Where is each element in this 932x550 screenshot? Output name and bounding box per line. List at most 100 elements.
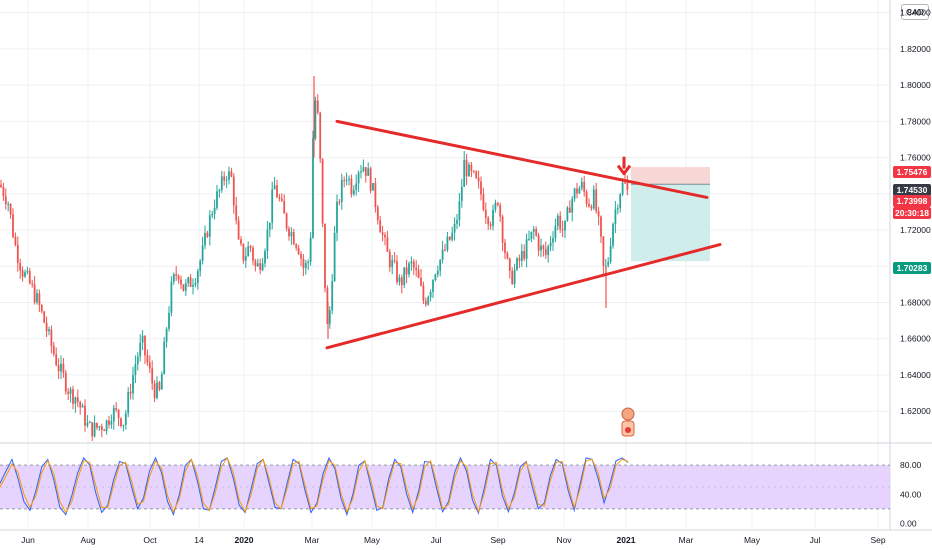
candle-body — [566, 207, 569, 221]
candle-body — [338, 201, 341, 203]
candle-body — [319, 112, 322, 159]
candle-body — [62, 363, 65, 373]
candle-body — [199, 260, 202, 271]
time-tick-label: 14 — [194, 535, 204, 545]
candle-body — [345, 179, 348, 181]
currency-button[interactable]: CAD — [901, 4, 929, 20]
candle-body — [240, 239, 242, 244]
candle-body — [160, 374, 163, 390]
candle-body — [590, 206, 593, 209]
candle-body — [619, 194, 622, 209]
candle-body — [91, 422, 94, 437]
price-tick-label: 1.80000 — [900, 80, 931, 90]
candle-body — [381, 232, 384, 235]
candle-body — [302, 258, 305, 269]
candle-body — [40, 304, 43, 312]
rsi-axis: 80.00 40.00 0.00 — [900, 460, 922, 528]
candle-body — [410, 261, 413, 264]
candle-body — [398, 277, 401, 283]
candle-body — [103, 430, 106, 432]
candle-body — [537, 235, 540, 251]
candle-body — [288, 228, 290, 237]
candle-body — [427, 297, 430, 305]
candle-body — [192, 284, 194, 287]
candle-body — [211, 214, 214, 216]
price-tag — [893, 207, 931, 219]
candle-body — [48, 329, 50, 332]
candle-body — [16, 244, 19, 263]
candle-body — [328, 310, 331, 324]
time-tick-label: Jun — [21, 535, 35, 545]
drawings[interactable] — [325, 119, 722, 350]
candle-body — [249, 246, 252, 248]
candle-body — [93, 422, 96, 437]
time-axis[interactable]: Jun Aug Oct 14 2020 Mar May Jul Sep Nov 2021 Mar May… — [21, 535, 886, 545]
candle-body — [187, 277, 190, 284]
candle-body — [355, 183, 358, 190]
candle-body — [67, 391, 70, 394]
candle-body — [316, 100, 319, 113]
candle-body — [24, 272, 26, 277]
candle-body — [396, 261, 398, 283]
candle-body — [400, 277, 403, 286]
candle-body — [259, 263, 262, 271]
time-tick-label: Aug — [80, 535, 95, 545]
candle-body — [208, 215, 211, 237]
candle-body — [300, 254, 302, 259]
candle-body — [201, 245, 204, 261]
candle-body — [535, 229, 538, 236]
candle-body — [156, 382, 158, 398]
candle-body — [12, 214, 14, 237]
price-tick-label: 1.76000 — [900, 153, 931, 163]
candle-body — [609, 245, 612, 262]
candle-body — [508, 258, 511, 272]
rsi-pane — [0, 456, 890, 517]
time-tick-label: Sep — [490, 535, 505, 545]
price-tick-label: 1.66000 — [900, 334, 931, 344]
candle-body — [223, 176, 226, 181]
price-tag-label: 1.75476 — [897, 167, 928, 177]
candle-body — [100, 426, 103, 431]
take-profit-zone — [631, 184, 710, 262]
candle-body — [367, 168, 370, 176]
candle-body — [242, 243, 245, 261]
candle-body — [55, 354, 58, 366]
time-tick-label: Nov — [556, 535, 572, 545]
candle-body — [204, 232, 206, 246]
candle-body — [96, 422, 98, 428]
candle-body — [501, 216, 504, 243]
time-tick-label: May — [364, 535, 381, 545]
candle-body — [129, 391, 132, 394]
candle-body — [494, 202, 497, 210]
candle-body — [484, 209, 487, 218]
candle-body — [28, 270, 31, 284]
candle-body — [518, 258, 521, 261]
candle-body — [170, 281, 173, 313]
candle-body — [38, 293, 41, 305]
candle-body — [120, 418, 122, 427]
candle-body — [528, 238, 530, 240]
candle-body — [31, 283, 34, 285]
candle-body — [244, 256, 247, 261]
candle-body — [132, 374, 134, 394]
candle-body — [336, 201, 338, 233]
candle-body — [626, 183, 629, 190]
candle-body — [79, 401, 82, 408]
candle-body — [86, 422, 89, 426]
candle-body — [168, 312, 170, 329]
maple-leaf-icon — [625, 427, 631, 433]
candle-body — [532, 229, 535, 232]
candle-body — [206, 232, 209, 237]
candle-body — [552, 238, 554, 243]
candle-body — [369, 168, 372, 191]
candle-body — [384, 234, 386, 238]
candle-body — [314, 100, 317, 139]
candle-body — [504, 242, 506, 254]
candle-body — [480, 181, 482, 195]
price-tag — [893, 195, 931, 207]
candle-body — [180, 279, 182, 285]
candle-body — [424, 300, 427, 305]
time-tick-label: May — [744, 535, 761, 545]
price-tag-label: 1.70283 — [897, 263, 928, 273]
